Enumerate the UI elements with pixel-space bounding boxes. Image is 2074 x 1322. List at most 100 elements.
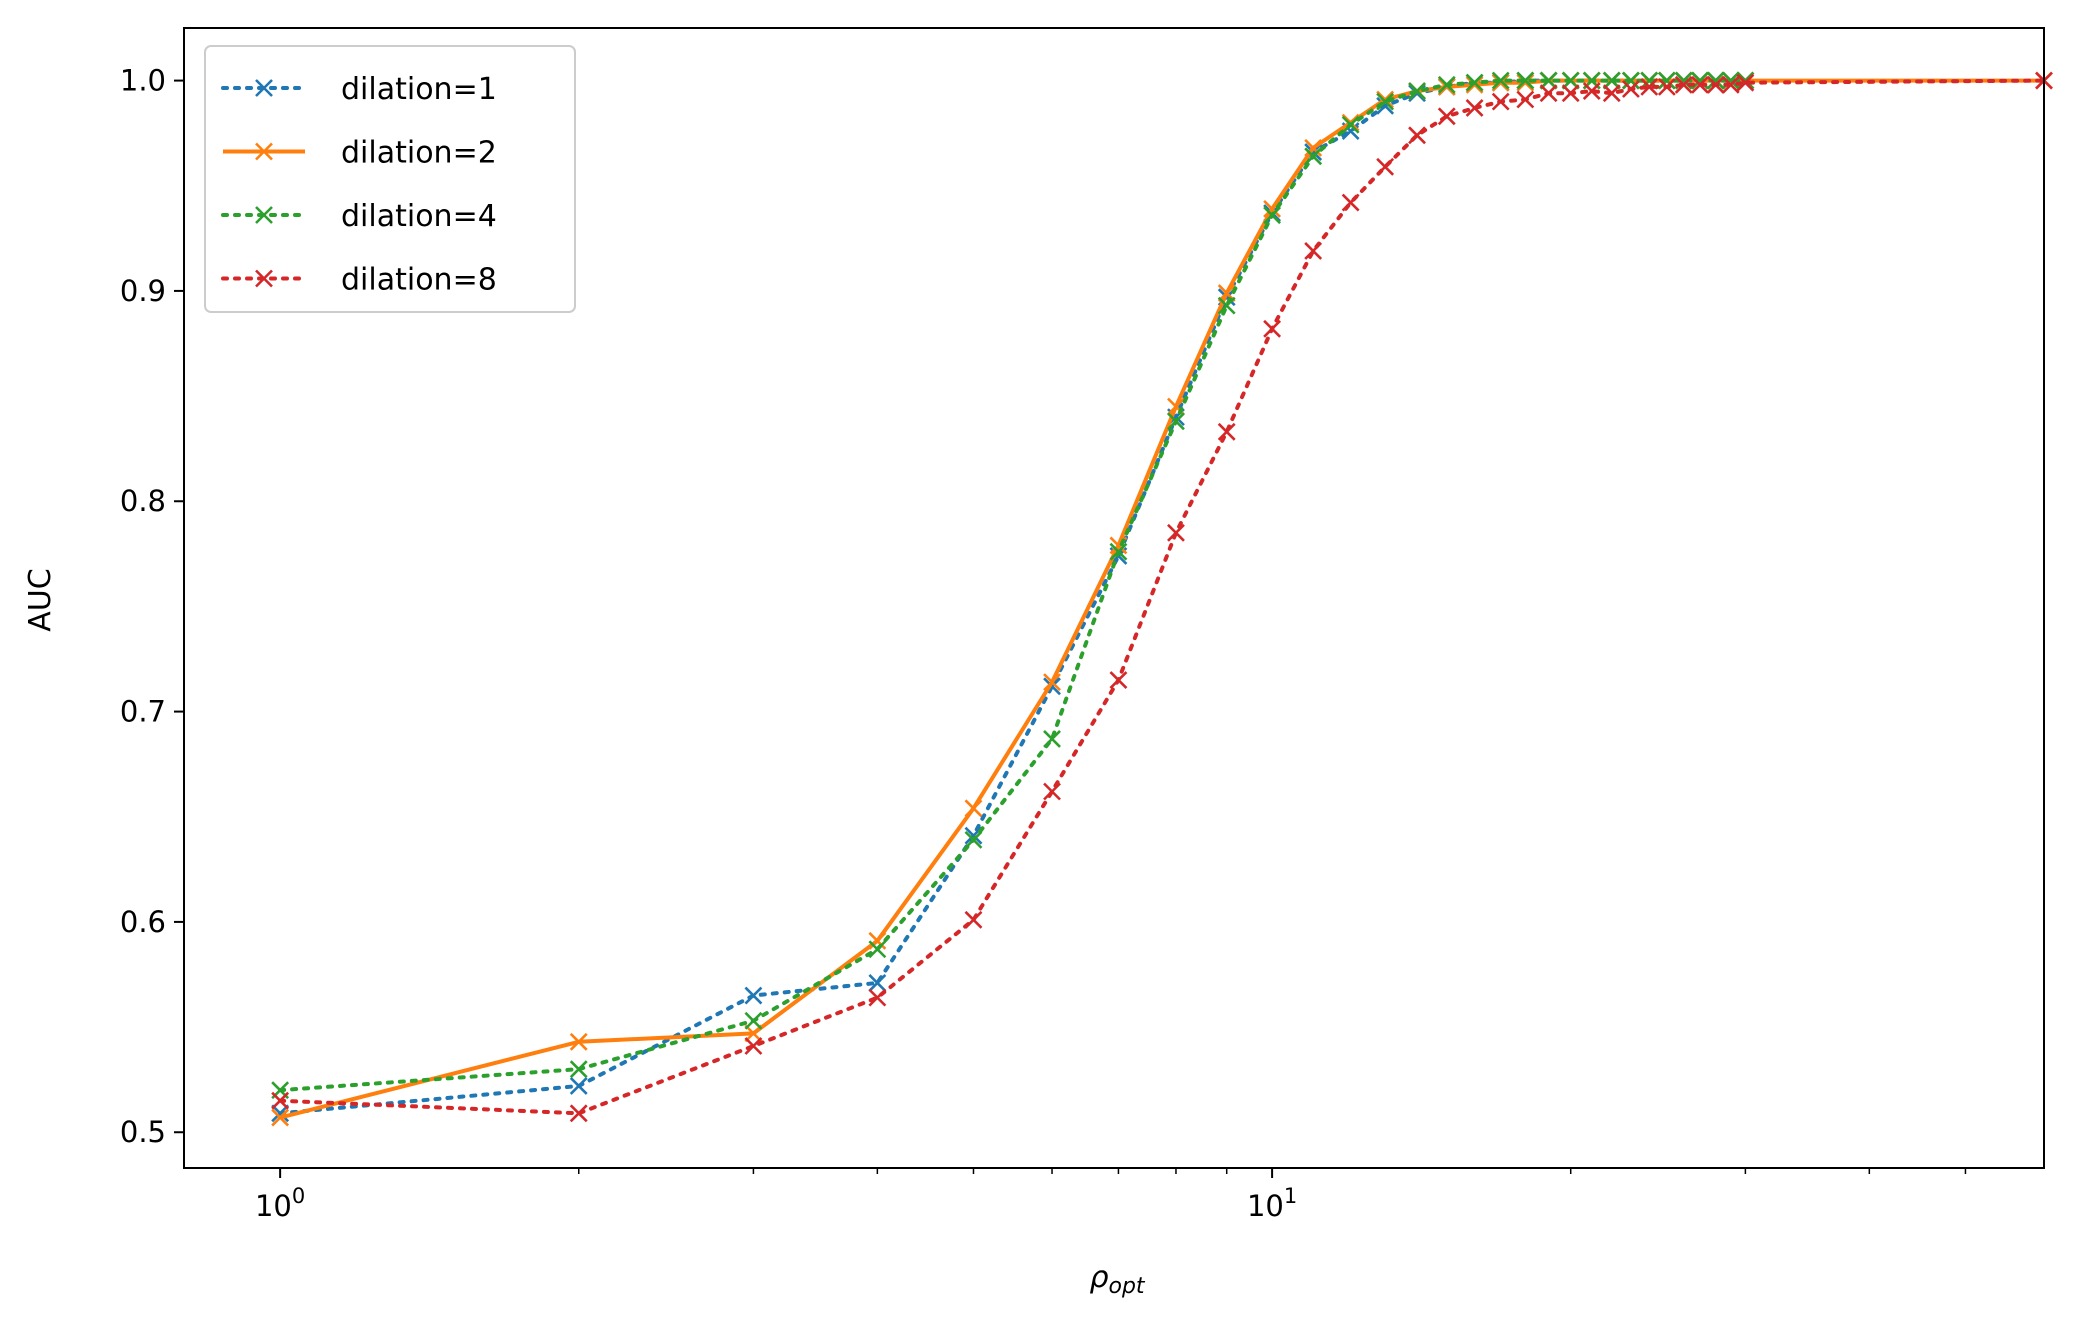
data-point-s4-30	[1736, 73, 1755, 92]
legend-entry-1: dilation=1	[221, 72, 497, 107]
x-tick-label: 101	[1247, 1184, 1297, 1223]
y-tick-label: 0.9	[120, 274, 166, 308]
data-point-s3-5	[964, 830, 983, 849]
data-point-s4-9	[1217, 422, 1236, 441]
data-point-s4-7	[1109, 671, 1128, 689]
x-axis-label: ρopt	[1089, 1260, 1145, 1299]
data-point-s3-16	[1465, 73, 1484, 92]
data-point-s4-6	[1043, 782, 1061, 801]
data-point-s2-5	[964, 799, 983, 818]
data-point-s2-9	[1217, 284, 1236, 302]
data-point-s2-17	[1491, 73, 1510, 92]
series-line-3	[278, 78, 1748, 1093]
data-point-s2-10	[1263, 199, 1282, 218]
data-point-s3-13	[1376, 92, 1395, 111]
data-point-s4-17	[1491, 92, 1510, 111]
data-point-s4-21	[1582, 82, 1601, 101]
data-point-s3-18	[1516, 71, 1535, 90]
legend-label-2: dilation=2	[341, 136, 497, 171]
data-point-s3-10	[1263, 206, 1282, 225]
data-point-s2-11	[1304, 138, 1323, 157]
data-point-s3-22	[1602, 71, 1621, 90]
legend-frame	[204, 45, 576, 313]
x-axis-label-main: ρ	[1089, 1260, 1108, 1295]
data-point-s4-5	[964, 910, 983, 929]
data-point-s1-1	[271, 1104, 290, 1123]
data-point-s2-16	[1465, 75, 1484, 94]
data-point-s4-1	[271, 1091, 290, 1110]
data-point-s4-10	[1263, 319, 1282, 338]
data-point-s4-28	[1706, 75, 1725, 94]
data-point-s2-3	[744, 1024, 763, 1043]
data-point-s4-4	[868, 988, 887, 1007]
data-point-s3-2	[569, 1060, 588, 1079]
data-point-s1-4	[868, 973, 887, 992]
data-point-s3-17	[1491, 71, 1510, 90]
data-point-s3-15	[1437, 75, 1456, 94]
legend-label-1: dilation=1	[341, 72, 497, 107]
data-point-s3-3	[744, 1011, 763, 1030]
data-point-s4-8	[1167, 523, 1185, 542]
x-axis: 100 101	[255, 1168, 1967, 1223]
data-point-s4-14	[1408, 126, 1426, 145]
data-point-s3-9	[1217, 296, 1236, 315]
y-tick-label: 0.6	[120, 905, 166, 939]
plot-area	[183, 27, 2053, 1169]
data-point-s3-23	[1622, 71, 1640, 90]
data-point-s3-14	[1408, 82, 1426, 101]
data-point-s4-25	[1657, 77, 1676, 96]
data-point-s4-15	[1437, 107, 1456, 126]
legend: dilation=1 dilation=2 dilation=4 dilation=8	[204, 45, 576, 313]
y-tick-label: 0.5	[120, 1115, 166, 1149]
data-point-s4-12	[1341, 193, 1360, 212]
data-point-s4-16	[1465, 99, 1484, 117]
data-point-s3-25	[1657, 71, 1676, 90]
data-point-s4-29	[1721, 75, 1740, 94]
legend-entry-3: dilation=4	[221, 199, 497, 234]
data-point-s3-4	[868, 940, 887, 959]
data-point-s4-3	[744, 1037, 763, 1055]
legend-entry-2: dilation=2	[223, 136, 497, 171]
legend-label-3: dilation=4	[341, 199, 497, 234]
data-point-s4-26	[1674, 75, 1693, 94]
data-point-s4-27	[1691, 75, 1709, 94]
x-tick-label: 100	[255, 1184, 305, 1223]
y-tick-label: 0.7	[120, 695, 166, 729]
data-point-s3-30	[1736, 71, 1755, 90]
data-point-s3-6	[1043, 730, 1061, 748]
legend-entry-4: dilation=8	[221, 263, 497, 298]
y-tick-label: 1.0	[120, 64, 166, 98]
data-point-s4-20	[1561, 84, 1580, 103]
y-tick-label: 0.8	[120, 484, 166, 518]
data-point-s4-19	[1539, 84, 1558, 103]
data-point-s2-15	[1437, 77, 1456, 96]
data-point-s3-28	[1706, 71, 1725, 90]
data-point-s2-4	[868, 931, 887, 950]
data-point-s2-2	[569, 1032, 588, 1051]
y-axis-label: AUC	[23, 568, 58, 631]
legend-label-4: dilation=8	[341, 263, 497, 298]
data-point-s3-11	[1304, 147, 1323, 166]
data-point-s4-24	[1640, 77, 1659, 96]
data-point-s4-22	[1602, 84, 1621, 103]
x-axis-label-subscript: opt	[1108, 1274, 1145, 1299]
data-point-s2-6	[1043, 673, 1061, 692]
data-point-s2-18	[1516, 73, 1535, 92]
data-point-s4-2	[569, 1104, 588, 1123]
data-point-s4-23	[1622, 80, 1640, 98]
data-point-s4-13	[1376, 157, 1395, 176]
data-point-s3-7	[1109, 542, 1128, 561]
data-point-s4-11	[1304, 242, 1323, 260]
data-point-s3-12	[1341, 115, 1360, 134]
axes-frame	[183, 27, 2045, 1169]
data-point-s2-1	[271, 1108, 290, 1127]
data-point-s3-20	[1561, 71, 1580, 90]
data-point-s1-14	[1408, 84, 1426, 103]
data-point-s4-18	[1516, 90, 1535, 109]
data-point-s1-3	[744, 986, 763, 1005]
data-point-s3-19	[1539, 71, 1558, 90]
y-axis: 0.5 0.6 0.7 0.8 0.9 1.0	[120, 64, 184, 1149]
data-point-s3-8	[1167, 412, 1185, 431]
data-point-s1-2	[569, 1077, 588, 1095]
